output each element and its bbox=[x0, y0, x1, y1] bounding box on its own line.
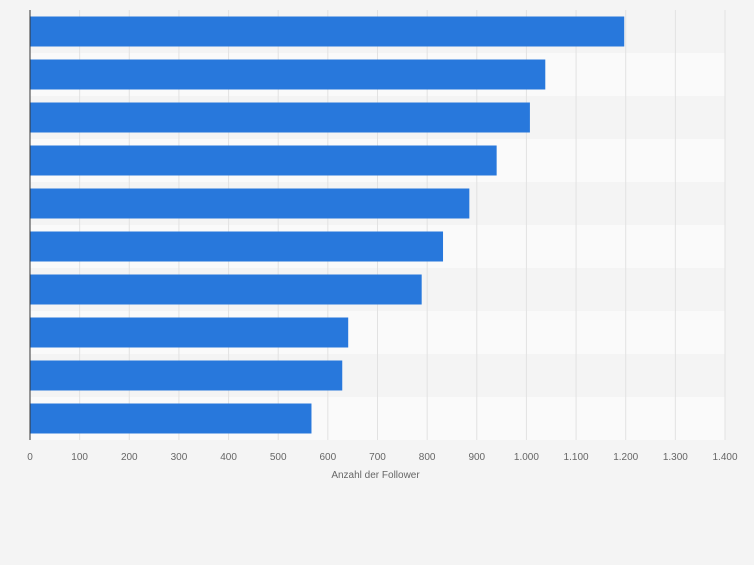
bar-7[interactable] bbox=[30, 317, 349, 348]
x-tick-label-300: 300 bbox=[171, 452, 188, 463]
bar-4[interactable] bbox=[30, 188, 470, 219]
x-tick-label-0: 0 bbox=[27, 452, 33, 463]
bar-8[interactable] bbox=[30, 360, 343, 391]
x-tick-label-800: 800 bbox=[419, 452, 436, 463]
bar-0[interactable] bbox=[30, 16, 625, 47]
bar-6[interactable] bbox=[30, 274, 422, 305]
bar-3[interactable] bbox=[30, 145, 497, 176]
x-tick-label-1100: 1.100 bbox=[564, 452, 589, 463]
x-tick-label-400: 400 bbox=[220, 452, 237, 463]
x-tick-label-600: 600 bbox=[320, 452, 337, 463]
x-tick-label-1300: 1.300 bbox=[663, 452, 688, 463]
bars bbox=[30, 16, 625, 434]
x-tick-label-1000: 1.000 bbox=[514, 452, 539, 463]
x-tick-label-200: 200 bbox=[121, 452, 138, 463]
x-tick-label-100: 100 bbox=[71, 452, 88, 463]
bar-1[interactable] bbox=[30, 59, 546, 90]
bar-5[interactable] bbox=[30, 231, 444, 262]
x-tick-label-1200: 1.200 bbox=[613, 452, 638, 463]
x-tick-label-1400: 1.400 bbox=[712, 452, 737, 463]
x-tick-label-500: 500 bbox=[270, 452, 287, 463]
x-tick-labels: 0 100 200 300 400 500 600 700 800 900 1.000 1.100 1.… bbox=[27, 452, 738, 463]
bar-2[interactable] bbox=[30, 102, 530, 133]
bar-9[interactable] bbox=[30, 403, 312, 434]
x-tick-label-700: 700 bbox=[369, 452, 386, 463]
x-axis-label: Anzahl der Follower bbox=[331, 470, 420, 481]
x-tick-label-900: 900 bbox=[468, 452, 485, 463]
